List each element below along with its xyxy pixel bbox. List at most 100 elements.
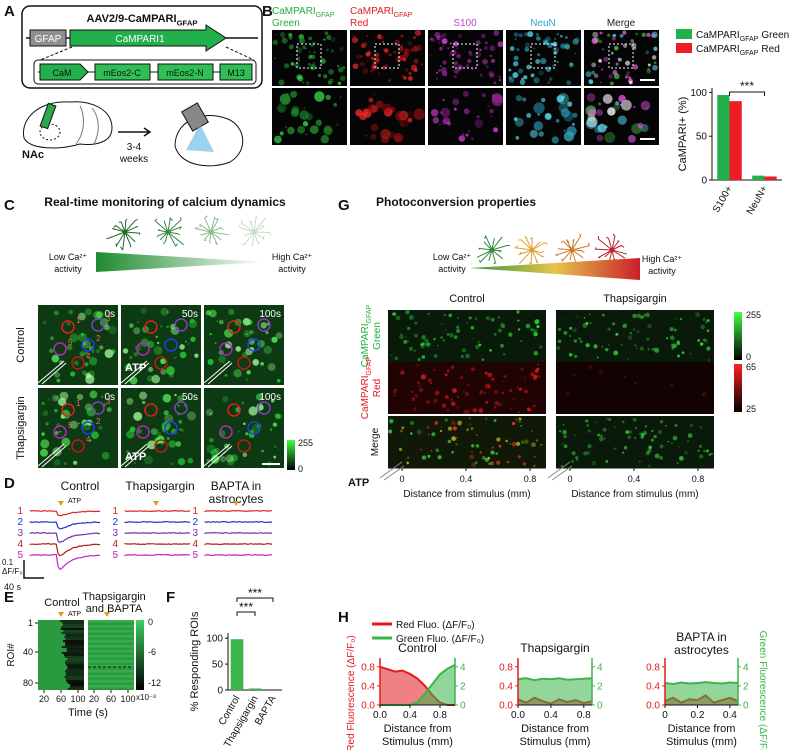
roi-circle [81,338,95,352]
cell-signal [576,315,579,318]
cell-signal [544,112,552,120]
heatmap-row [64,656,84,658]
cell-signal [468,50,472,54]
y-tick-label: 0.0 [646,701,660,712]
cell-signal [491,94,504,107]
cell-signal [395,389,397,391]
cell-signal [436,71,439,74]
astrocyte-icon [210,217,219,233]
roi-circle [247,421,261,435]
cell-signal [68,309,74,315]
cell-signal [40,439,50,449]
cell-signal [487,456,491,460]
cell-signal [575,458,579,461]
astrocyte-icon [611,244,625,251]
cell-signal [568,62,574,68]
pipette [547,461,573,481]
cell-signal [106,407,112,413]
astrocyte-icon [249,220,255,233]
astrocyte-icon [241,231,255,246]
cell-signal [54,430,59,435]
cell-signal [511,421,516,426]
cell-signal [652,64,658,71]
astrocyte-icon [124,225,138,233]
heatmap-row [61,632,84,634]
cell-signal [440,323,443,326]
cell-signal [162,393,172,403]
cell-signal [52,447,62,457]
cell-signal [272,422,277,427]
cell-signal [160,358,167,365]
cell-signal [430,381,433,384]
cell-signal [533,102,545,114]
cell-signal [622,323,627,329]
cell-signal [437,455,442,460]
cell-signal [402,57,407,62]
cell-signal [302,121,309,127]
cell-signal [593,73,599,78]
cell-signal [456,46,459,50]
legend-label: CaMPARIGFAP Green [696,30,789,43]
cell-signal [278,106,285,112]
chart-title: BAPTA in [676,630,726,644]
x-axis-label: Distance from [521,723,589,735]
arrow [118,127,152,137]
label: Low Ca²⁺ [433,252,472,262]
condition-title: Control [61,479,100,493]
cell-signal [242,452,248,458]
cell-signal [604,132,616,143]
cell-signal [630,39,635,43]
cell-signal [634,426,637,429]
cell-signal [646,68,651,74]
cell-signal [298,59,301,62]
cell-signal [389,419,394,424]
cell-signal [434,31,441,38]
cell-signal [490,461,495,466]
domain [157,63,214,81]
cell-signal [530,372,535,377]
subscript: GFAP [366,356,373,375]
cell-signal [208,309,217,318]
cell-signal [455,437,458,440]
significance-bracket [236,611,256,616]
x-axis-label: Stimulus (mm) [520,736,591,748]
heatmap-row [88,640,134,643]
heatmap-row [61,626,84,628]
cell-signal [362,68,369,74]
cell-signal [168,372,174,378]
area-fill [380,664,455,705]
cell-signal [54,372,61,378]
text-part: AAV2/9-CaMPARI [87,13,177,25]
cell-signal [326,34,332,40]
cell-signal [569,62,574,67]
heatmap-row [70,684,84,686]
astrocyte-icon [488,249,493,262]
cell-signal [285,126,288,129]
y-axis-label: CaMPARI+ (%) [677,97,689,172]
cell-signal [445,38,448,42]
cell-signal [516,441,521,446]
cell-signal [526,64,532,70]
cell-signal [225,454,234,463]
cell-signal [367,104,378,114]
cell-signal [586,116,598,128]
time-label: 50s [182,309,198,320]
cell-signal [194,353,199,358]
cell-signal [450,398,454,402]
y-tick-label: 0 [217,686,223,697]
cell-signal [619,104,622,106]
cell-signal [562,429,567,435]
cell-signal [524,46,530,52]
cell-signal [470,444,475,448]
cell-signal [290,62,295,66]
cell-signal [533,121,544,131]
cell-signal [455,328,461,334]
roi-circle [154,356,168,370]
cell-signal [379,35,385,41]
cell-signal [557,339,562,344]
cell-signal [441,38,448,45]
cell-signal [501,380,504,382]
cell-signal [611,36,616,41]
cell-signal [53,310,59,316]
row-label: Green [372,322,383,350]
